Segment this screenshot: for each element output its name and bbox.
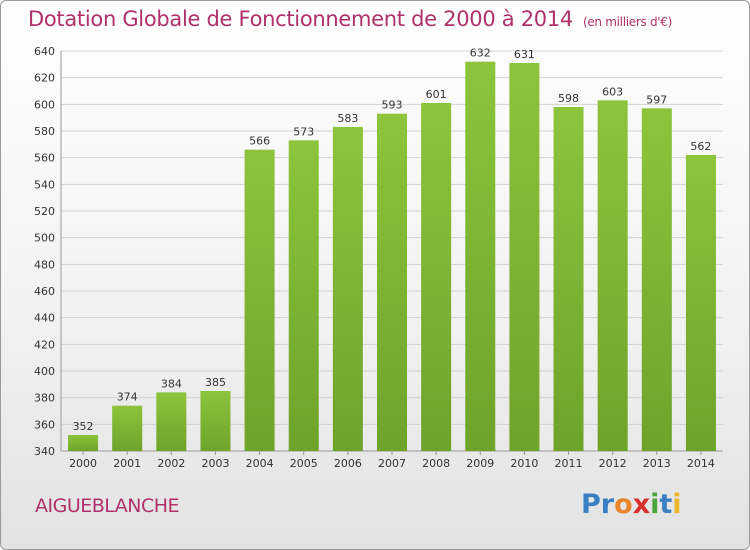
y-tick-label: 460 [34, 285, 55, 298]
x-tick-label: 2008 [422, 457, 450, 470]
bar-2004 [244, 149, 275, 451]
y-tick-label: 380 [34, 392, 55, 405]
y-axis: 340 360 380 400 420 440 460 480 500 520 540 560 580 6… [34, 45, 723, 458]
x-tick-label: 2010 [510, 457, 538, 470]
bar-2006 [332, 127, 363, 451]
x-tick-label: 2012 [599, 457, 627, 470]
commune-name: AIGUEBLANCHE [35, 495, 180, 517]
bars: 352 374 384 385 566 573 583 593 601 632 631 598 603 5… [68, 47, 716, 452]
chart-unit: (en milliers d'€) [582, 15, 672, 29]
data-label: 562 [690, 140, 711, 153]
y-tick-label: 560 [34, 152, 55, 165]
logo-letter: P [581, 489, 601, 520]
y-tick-label: 340 [34, 445, 55, 458]
logo-letter: t [659, 489, 673, 520]
y-tick-label: 360 [34, 418, 55, 431]
x-tick-label: 2014 [687, 457, 715, 470]
logo-letter: r [600, 489, 615, 520]
bar-2014 [685, 155, 716, 451]
y-tick-label: 640 [34, 45, 55, 58]
y-tick-label: 540 [34, 178, 55, 191]
data-label: 593 [382, 99, 403, 112]
x-tick-label: 2003 [201, 457, 229, 470]
bar-2012 [597, 100, 628, 451]
bar-2003 [200, 391, 231, 451]
data-label: 384 [161, 377, 182, 390]
y-tick-label: 580 [34, 125, 55, 138]
proxiti-logo: Proxiti [581, 489, 682, 520]
logo-letter: i [672, 489, 682, 520]
bar-2010 [509, 63, 540, 451]
x-tick-label: 2009 [466, 457, 494, 470]
data-label: 603 [602, 85, 623, 98]
chart-title-text: Dotation Globale de Fonctionnement de 20… [28, 7, 573, 31]
y-tick-label: 480 [34, 258, 55, 271]
data-label: 385 [205, 376, 226, 389]
x-tick-label: 2013 [643, 457, 671, 470]
bar-2008 [421, 103, 452, 451]
data-label: 374 [117, 391, 138, 404]
data-label: 583 [337, 112, 358, 125]
bar-2000 [68, 435, 99, 451]
bar-2007 [376, 113, 408, 452]
x-tick-label: 2006 [334, 457, 362, 470]
x-tick-label: 2001 [113, 457, 141, 470]
data-label: 632 [470, 47, 491, 60]
x-tick-label: 2004 [246, 457, 274, 470]
data-label: 566 [249, 135, 270, 148]
x-tick-label: 2011 [555, 457, 583, 470]
data-label: 573 [293, 125, 314, 138]
x-tick-label: 2002 [157, 457, 185, 470]
bar-2002 [156, 392, 187, 451]
y-tick-label: 440 [34, 312, 55, 325]
y-tick-label: 420 [34, 338, 55, 351]
x-tick-label: 2007 [378, 457, 406, 470]
y-tick-label: 520 [34, 205, 55, 218]
logo-letter: o [614, 489, 633, 520]
data-label: 601 [426, 88, 447, 101]
logo-letter: i [650, 489, 660, 520]
chart-title: Dotation Globale de Fonctionnement de 20… [28, 7, 672, 31]
y-tick-label: 400 [34, 365, 55, 378]
data-label: 597 [646, 93, 667, 106]
y-tick-label: 600 [34, 98, 55, 111]
bar-2001 [112, 405, 143, 451]
x-tick-label: 2005 [290, 457, 318, 470]
x-tick-label: 2000 [69, 457, 97, 470]
data-label: 352 [73, 420, 94, 433]
y-tick-label: 620 [34, 72, 55, 85]
bar-2013 [641, 108, 672, 451]
x-axis: 2000 2001 2002 2003 2004 2005 2006 2007 2008 2009… [69, 451, 715, 470]
logo-letter: x [632, 489, 651, 520]
y-tick-label: 500 [34, 232, 55, 245]
bar-2011 [553, 107, 584, 451]
data-label: 598 [558, 92, 579, 105]
data-label: 631 [514, 48, 535, 61]
bar-2009 [465, 61, 496, 452]
bar-2005 [288, 140, 319, 452]
